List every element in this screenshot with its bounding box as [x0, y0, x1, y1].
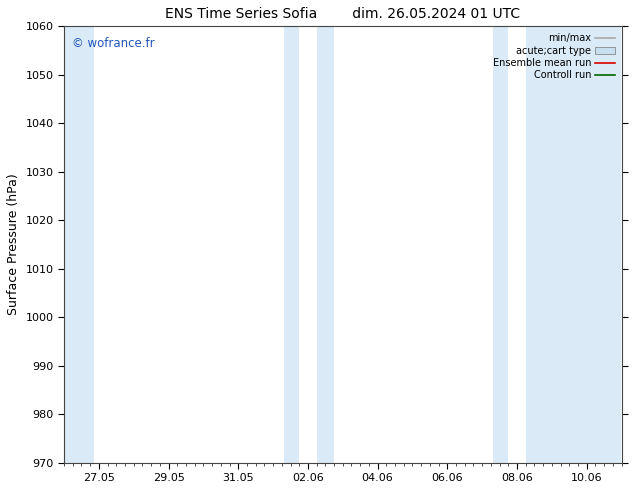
- Bar: [526, 26, 621, 463]
- Y-axis label: Surface Pressure (hPa): Surface Pressure (hPa): [7, 173, 20, 316]
- Title: ENS Time Series Sofia        dim. 26.05.2024 01 UTC: ENS Time Series Sofia dim. 26.05.2024 01…: [165, 7, 521, 21]
- Bar: [283, 26, 299, 463]
- Legend: min/max, acute;cart type, Ensemble mean run, Controll run: min/max, acute;cart type, Ensemble mean …: [491, 31, 617, 82]
- Bar: [64, 26, 94, 463]
- Text: © wofrance.fr: © wofrance.fr: [72, 37, 155, 50]
- Bar: [316, 26, 334, 463]
- Bar: [493, 26, 508, 463]
